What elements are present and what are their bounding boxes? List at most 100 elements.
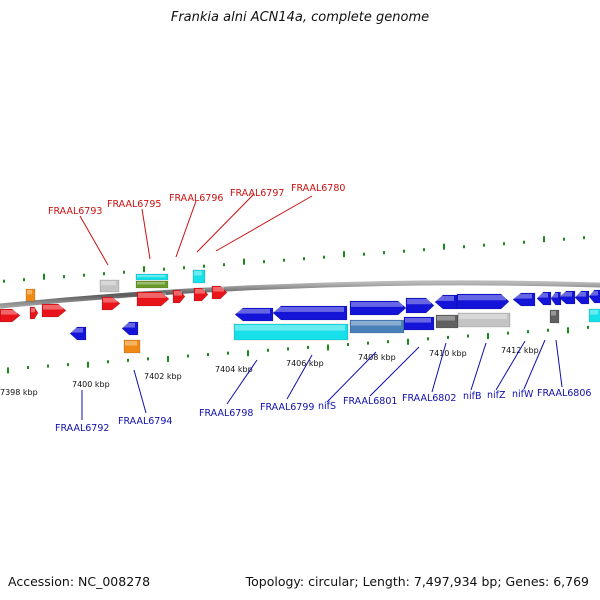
gene-feature-highlight [407, 299, 431, 305]
genome-title: Frankia alni ACN14a, complete genome [170, 10, 430, 25]
gene-feature [405, 297, 435, 314]
gene-feature [456, 293, 510, 310]
gene-feature-highlight [405, 318, 431, 323]
lower-gene-label: nifB [463, 391, 482, 402]
upper-gene-label: FRAAL6797 [230, 188, 284, 199]
gene-feature-highlight [138, 293, 166, 298]
gene-feature [211, 285, 228, 300]
gene-feature-highlight [576, 292, 586, 297]
upper-leader-line [79, 215, 109, 266]
gene-feature [172, 289, 186, 304]
lower-gene-label: FRAAL6802 [402, 393, 456, 404]
accession-text: Accession: NC_008278 [8, 574, 151, 589]
scale-labels: 7398 kbp 7400 kbp 7402 kbp 7404 kbp 7406 kbp… [0, 346, 539, 397]
gene-feature-highlight [125, 341, 137, 346]
gene-feature-highlight [1, 310, 17, 315]
gene-feature [121, 321, 139, 336]
gene-feature-highlight [195, 289, 205, 294]
lower-leader-line [495, 340, 526, 391]
gene-feature-highlight [101, 281, 116, 286]
gene-feature [99, 279, 120, 293]
gene-feature [536, 291, 552, 306]
upper-gene-label: FRAAL6780 [291, 183, 345, 194]
gene-feature-highlight [538, 293, 548, 298]
lower-leader-line [470, 342, 487, 391]
gene-feature [193, 287, 209, 302]
gene-feature [457, 312, 511, 328]
gene-feature [272, 305, 348, 321]
gene-feature-highlight [174, 291, 182, 296]
lower-gene-label: nifZ [487, 390, 506, 401]
genome-backbone [0, 280, 600, 309]
gene-feature-highlight [351, 321, 401, 326]
lower-leader-line [555, 339, 563, 388]
lower-gene-labels: FRAAL6792 FRAAL6794 FRAAL6798 FRAAL6799 nifS… [55, 388, 591, 434]
gene-feature-highlight [235, 325, 345, 331]
gene-feature-highlight [236, 309, 270, 314]
gene-feature-highlight [552, 293, 558, 298]
gene-feature [135, 273, 169, 281]
gene-feature [588, 308, 600, 323]
upper-leader-line [175, 200, 197, 258]
gene-feature-highlight [31, 308, 35, 313]
lower-gene-label: FRAAL6792 [55, 423, 109, 434]
gene-feature-highlight [137, 275, 165, 278]
lower-gene-label: FRAAL6794 [118, 416, 172, 427]
gene-feature-highlight [458, 295, 506, 301]
lower-leader-line [226, 359, 258, 405]
feature-track [0, 269, 600, 354]
upper-leader-line [196, 193, 255, 253]
lower-leader-line [431, 342, 447, 393]
gene-feature [69, 326, 87, 341]
gene-feature [574, 290, 590, 305]
lower-gene-label: FRAAL6799 [260, 402, 314, 413]
lower-gene-label: FRAAL6806 [537, 388, 591, 399]
upper-gene-label: FRAAL6795 [107, 199, 161, 210]
outer-tick-track [3, 236, 585, 283]
gene-feature [101, 296, 121, 311]
lower-gene-label: nifW [512, 389, 534, 400]
gene-feature [588, 289, 600, 304]
gene-feature [25, 288, 36, 302]
gene-feature [435, 314, 459, 329]
gene-feature-highlight [437, 316, 455, 321]
lower-gene-label: FRAAL6798 [199, 408, 253, 419]
gene-feature [41, 303, 67, 318]
gene-feature [403, 316, 435, 331]
gene-feature-highlight [213, 287, 224, 292]
gene-feature-highlight [551, 311, 556, 316]
scale-label: 7400 kbp [72, 380, 110, 389]
gene-feature [234, 307, 274, 322]
gene-feature-highlight [351, 302, 403, 307]
genome-stats-text: Topology: circular; Length: 7,497,934 bp… [245, 574, 589, 589]
label-leader-lines [79, 193, 563, 420]
lower-leader-line [369, 346, 420, 397]
gene-feature-highlight [123, 323, 135, 328]
gene-feature-highlight [436, 296, 454, 301]
gene-feature-highlight [43, 305, 63, 310]
upper-gene-labels: FRAAL6793 FRAAL6795 FRAAL6796 FRAAL6797 FRAA… [48, 183, 345, 217]
gene-feature-highlight [27, 290, 32, 295]
scale-label: 7406 kbp [286, 359, 324, 368]
scale-label: 7410 kbp [429, 349, 467, 358]
lower-leader-line [133, 369, 147, 414]
scale-label: 7402 kbp [144, 372, 182, 381]
gene-feature [550, 291, 562, 306]
lower-leader-line [286, 354, 313, 400]
gene-feature-highlight [514, 294, 532, 299]
gene-feature [123, 339, 141, 354]
gene-feature [192, 269, 206, 284]
gene-feature-highlight [71, 328, 83, 333]
upper-leader-line [215, 195, 313, 252]
gene-feature-highlight [590, 291, 598, 296]
lower-leader-line [523, 339, 546, 390]
gene-feature [29, 306, 39, 320]
gene-feature-highlight [590, 310, 598, 315]
gene-feature [349, 319, 405, 334]
gene-feature-highlight [194, 271, 202, 276]
gene-feature [135, 280, 169, 289]
gene-feature-highlight [274, 307, 344, 312]
upper-leader-line [141, 208, 151, 260]
